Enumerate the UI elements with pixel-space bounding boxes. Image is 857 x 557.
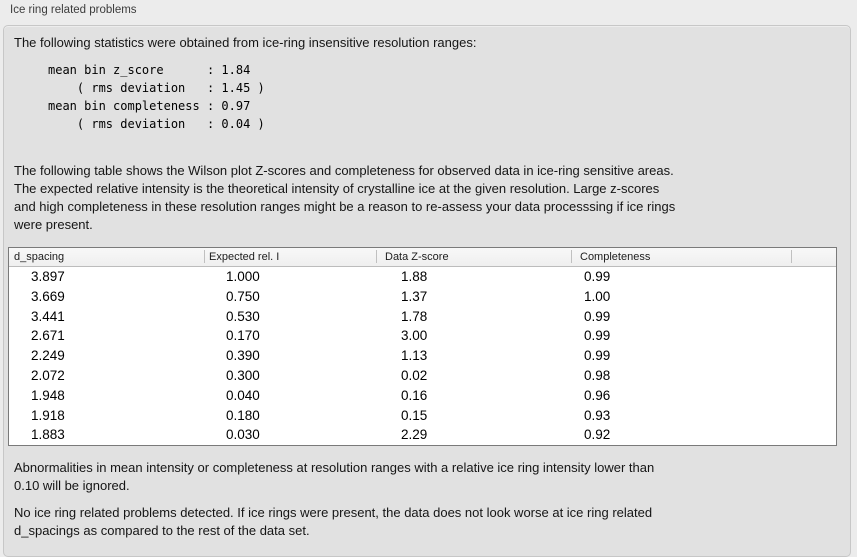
intro-text: The following statistics were obtained f…	[14, 35, 477, 50]
table-body: 3.897 1.000 1.88 0.99 3.669 0.750 1.37 1…	[9, 267, 836, 446]
cell-d-spacing: 1.948	[31, 387, 65, 403]
cell-data-z-score: 0.02	[401, 367, 428, 383]
cell-spacer	[791, 326, 836, 346]
cell-spacer	[791, 386, 836, 406]
table-row[interactable]: 2.072 0.300 0.02 0.98	[9, 366, 836, 386]
cell-data-z-score: 3.00	[401, 328, 428, 344]
column-header-expected-rel-i[interactable]: Expected rel. I	[204, 248, 376, 266]
column-header-completeness[interactable]: Completeness	[571, 248, 791, 266]
description-text: The following table shows the Wilson plo…	[14, 163, 676, 232]
table-header-row: d_spacing Expected rel. I Data Z-score C…	[9, 248, 836, 267]
cell-data-z-score: 1.88	[401, 269, 428, 284]
conclusion-text: No ice ring related problems detected. I…	[14, 505, 653, 539]
cell-d-spacing: 3.441	[31, 308, 65, 324]
cell-expected-rel-i: 1.000	[226, 269, 260, 284]
cell-completeness: 0.99	[584, 269, 611, 284]
cell-spacer	[791, 425, 836, 445]
cell-completeness: 0.98	[584, 367, 611, 383]
cell-expected-rel-i: 0.030	[226, 427, 260, 443]
ice-ring-table: d_spacing Expected rel. I Data Z-score C…	[8, 247, 837, 447]
table-row[interactable]: 3.669 0.750 1.37 1.00	[9, 287, 836, 307]
groupbox-title: Ice ring related problems	[10, 4, 137, 16]
cell-d-spacing: 3.669	[31, 288, 65, 304]
stats-block: mean bin z_score : 1.84 ( rms deviation …	[48, 63, 265, 131]
ice-ring-groupbox: The following statistics were obtained f…	[3, 25, 851, 557]
table-row[interactable]: 3.897 1.000 1.88 0.99	[9, 267, 836, 287]
cell-spacer	[791, 287, 836, 307]
ignore-threshold-note: Abnormalities in mean intensity or compl…	[14, 460, 655, 494]
cell-completeness: 1.00	[584, 288, 611, 304]
cell-data-z-score: 2.29	[401, 427, 428, 443]
cell-d-spacing: 1.918	[31, 407, 65, 423]
cell-expected-rel-i: 0.040	[226, 387, 260, 403]
table-row[interactable]: 3.441 0.530 1.78 0.99	[9, 307, 836, 327]
cell-expected-rel-i: 0.390	[226, 348, 260, 364]
cell-data-z-score: 1.13	[401, 348, 428, 364]
cell-spacer	[791, 406, 836, 426]
cell-completeness: 0.92	[584, 427, 611, 443]
cell-spacer	[791, 267, 836, 287]
cell-d-spacing: 2.072	[31, 367, 65, 383]
cell-expected-rel-i: 0.180	[226, 407, 260, 423]
column-header-spacer	[791, 248, 836, 266]
cell-d-spacing: 3.897	[31, 269, 65, 284]
cell-d-spacing: 2.249	[31, 348, 65, 364]
cell-spacer	[791, 346, 836, 366]
column-header-d-spacing[interactable]: d_spacing	[14, 251, 65, 263]
cell-data-z-score: 1.37	[401, 288, 428, 304]
table-row[interactable]: 2.671 0.170 3.00 0.99	[9, 326, 836, 346]
cell-spacer	[791, 307, 836, 327]
cell-completeness: 0.99	[584, 348, 611, 364]
cell-d-spacing: 1.883	[31, 427, 65, 443]
cell-completeness: 0.99	[584, 308, 611, 324]
cell-expected-rel-i: 0.530	[226, 308, 260, 324]
cell-expected-rel-i: 0.170	[226, 328, 260, 344]
cell-spacer	[791, 366, 836, 386]
cell-d-spacing: 2.671	[31, 328, 65, 344]
table-row[interactable]: 2.249 0.390 1.13 0.99	[9, 346, 836, 366]
cell-expected-rel-i: 0.750	[226, 288, 260, 304]
cell-completeness: 0.99	[584, 328, 611, 344]
cell-data-z-score: 0.15	[401, 407, 428, 423]
column-header-data-z-score[interactable]: Data Z-score	[376, 248, 571, 266]
table-row[interactable]: 1.918 0.180 0.15 0.93	[9, 406, 836, 426]
cell-expected-rel-i: 0.300	[226, 367, 260, 383]
cell-data-z-score: 0.16	[401, 387, 428, 403]
cell-data-z-score: 1.78	[401, 308, 428, 324]
cell-completeness: 0.93	[584, 407, 611, 423]
table-row[interactable]: 1.948 0.040 0.16 0.96	[9, 386, 836, 406]
cell-completeness: 0.96	[584, 387, 611, 403]
table-row[interactable]: 1.883 0.030 2.29 0.92	[9, 425, 836, 445]
